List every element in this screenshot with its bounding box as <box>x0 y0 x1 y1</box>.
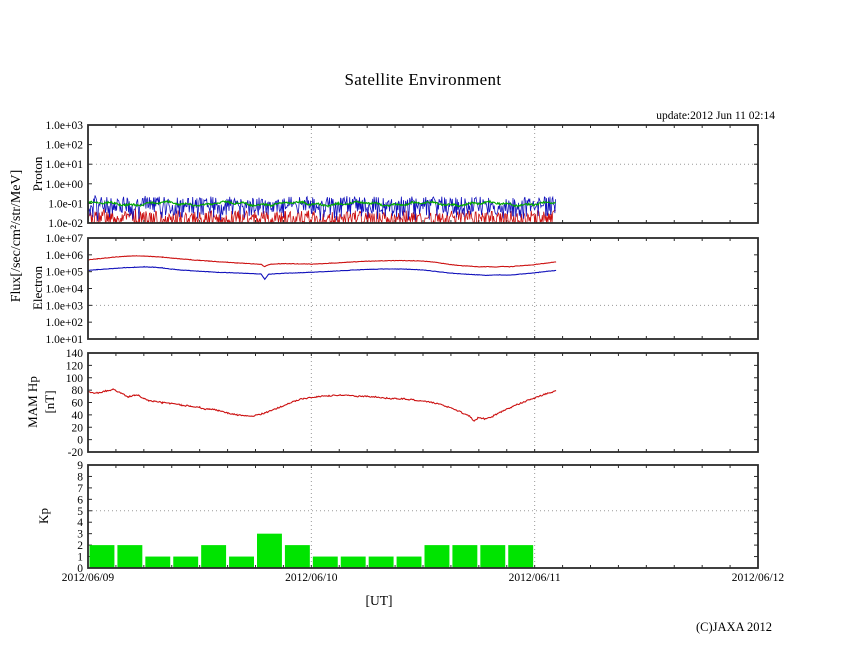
svg-text:5: 5 <box>77 506 83 518</box>
svg-text:2012/06/10: 2012/06/10 <box>285 572 338 584</box>
kp-bar <box>284 545 310 568</box>
kp-bar <box>508 545 534 568</box>
mam-hp-red-trace <box>87 388 557 422</box>
kp-bar <box>368 556 394 568</box>
svg-text:0: 0 <box>77 563 83 575</box>
svg-text:100: 100 <box>66 373 84 385</box>
page-title: Satellite Environment <box>344 70 502 89</box>
kp-bar <box>340 556 366 568</box>
update-timestamp: update:2012 Jun 11 02:14 <box>656 110 775 122</box>
kp-bar <box>312 556 338 568</box>
proton-red-trace <box>87 207 556 225</box>
svg-text:2012/06/12: 2012/06/12 <box>732 572 785 584</box>
kp-bar <box>257 533 282 568</box>
svg-text:2012/06/09: 2012/06/09 <box>62 572 115 584</box>
kp-bar <box>229 556 254 568</box>
svg-text:8: 8 <box>77 471 83 483</box>
kp-bar <box>201 545 227 568</box>
svg-text:1.0e+04: 1.0e+04 <box>46 284 84 296</box>
kp-bar <box>145 556 171 568</box>
svg-text:1.0e-02: 1.0e-02 <box>48 218 83 230</box>
kp-bar <box>480 545 506 568</box>
kp-bar <box>396 556 422 568</box>
kp-bar <box>89 545 115 568</box>
svg-text:60: 60 <box>72 398 84 410</box>
kp-bar <box>117 545 143 568</box>
proton-green-trace <box>87 199 556 208</box>
svg-text:140: 140 <box>66 348 84 360</box>
svg-text:2: 2 <box>77 540 83 552</box>
svg-text:1.0e+06: 1.0e+06 <box>46 250 84 262</box>
svg-text:120: 120 <box>66 360 84 372</box>
electron-red-trace <box>88 255 557 268</box>
svg-text:1.0e+07: 1.0e+07 <box>46 233 84 245</box>
svg-text:80: 80 <box>72 385 84 397</box>
svg-text:-20: -20 <box>68 447 84 459</box>
svg-text:1.0e+03: 1.0e+03 <box>46 120 84 132</box>
svg-text:0: 0 <box>77 435 83 447</box>
svg-text:4: 4 <box>77 517 83 529</box>
svg-text:1.0e+01: 1.0e+01 <box>46 159 84 171</box>
x-axis-labels: 2012/06/09 2012/06/10 2012/06/11 2012/06/12 <box>62 572 785 584</box>
svg-text:9: 9 <box>77 460 83 472</box>
svg-text:1: 1 <box>77 552 83 564</box>
electron-blue-trace <box>87 265 557 281</box>
svg-text:1.0e+00: 1.0e+00 <box>46 179 84 191</box>
svg-text:40: 40 <box>72 410 84 422</box>
svg-text:1.0e+03: 1.0e+03 <box>46 300 84 312</box>
kp-bar <box>173 556 199 568</box>
svg-text:6: 6 <box>77 494 83 506</box>
svg-text:1.0e+02: 1.0e+02 <box>46 317 84 329</box>
svg-text:7: 7 <box>77 483 83 495</box>
svg-text:1.0e+02: 1.0e+02 <box>46 140 84 152</box>
svg-text:1.0e+01: 1.0e+01 <box>46 334 84 346</box>
proton-panel: 1.0e+03 1.0e+02 1.0e+01 1.0e+00 1.0e-01 1.0e-… <box>46 120 759 230</box>
svg-text:1.0e+05: 1.0e+05 <box>46 267 84 279</box>
electron-panel: 1.0e+07 1.0e+06 1.0e+05 1.0e+04 1.0e+03 1.0e+… <box>46 233 759 346</box>
kp-bar <box>452 545 478 568</box>
x-axis-title: [UT] <box>365 593 393 608</box>
kp-bar <box>424 545 450 568</box>
svg-text:20: 20 <box>72 422 84 434</box>
copyright-text: (C)JAXA 2012 <box>695 620 772 634</box>
svg-text:2012/06/11: 2012/06/11 <box>509 572 561 584</box>
svg-text:3: 3 <box>77 529 83 541</box>
svg-text:1.0e-01: 1.0e-01 <box>48 198 83 210</box>
